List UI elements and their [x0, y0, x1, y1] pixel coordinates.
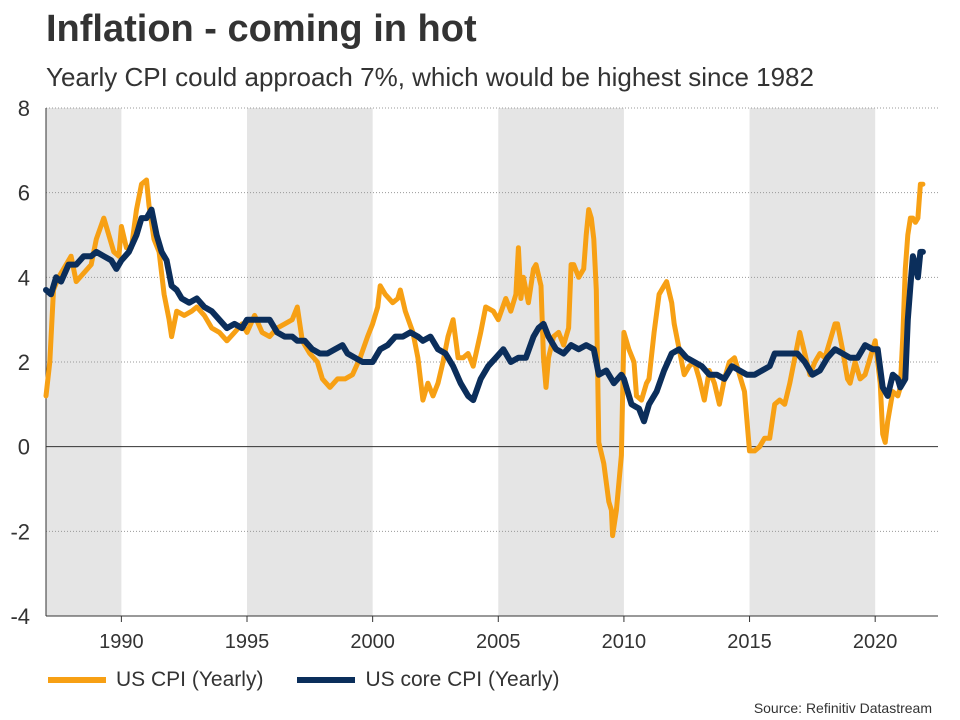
- legend: US CPI (Yearly) US core CPI (Yearly): [48, 668, 594, 692]
- chart-title: Inflation - coming in hot: [46, 8, 477, 50]
- y-tick-label: 6: [18, 181, 30, 206]
- x-tick-label: 2020: [853, 631, 898, 653]
- source-note: Source: Refinitiv Datastream: [753, 700, 932, 716]
- x-tick-label: 2000: [350, 631, 395, 653]
- chart-subtitle: Yearly CPI could approach 7%, which woul…: [46, 62, 814, 92]
- y-tick-label: 2: [18, 350, 30, 375]
- y-tick-label: -2: [10, 519, 30, 544]
- y-tick-label: 4: [18, 265, 30, 290]
- legend-item-cpi: US CPI (Yearly): [48, 668, 263, 692]
- x-tick-label: 1990: [99, 631, 144, 653]
- shaded-band-0: [46, 108, 122, 616]
- x-tick-label: 2005: [476, 631, 521, 653]
- legend-label-cpi: US CPI (Yearly): [116, 668, 264, 691]
- series-line-1: [43, 206, 926, 425]
- y-tick-label: 0: [18, 435, 30, 460]
- legend-swatch-core-cpi: [297, 677, 356, 683]
- y-tick-label: 8: [18, 96, 30, 121]
- legend-swatch-cpi: [48, 677, 106, 683]
- shaded-band-2: [498, 108, 624, 616]
- x-tick-label: 2010: [602, 631, 647, 653]
- shaded-band-1: [247, 108, 373, 616]
- legend-item-core-cpi: US core CPI (Yearly): [297, 668, 560, 692]
- x-tick-label: 1995: [225, 631, 270, 653]
- y-tick-label: -4: [10, 604, 30, 629]
- legend-label-core-cpi: US core CPI (Yearly): [365, 668, 560, 691]
- x-tick-label: 2015: [727, 631, 772, 653]
